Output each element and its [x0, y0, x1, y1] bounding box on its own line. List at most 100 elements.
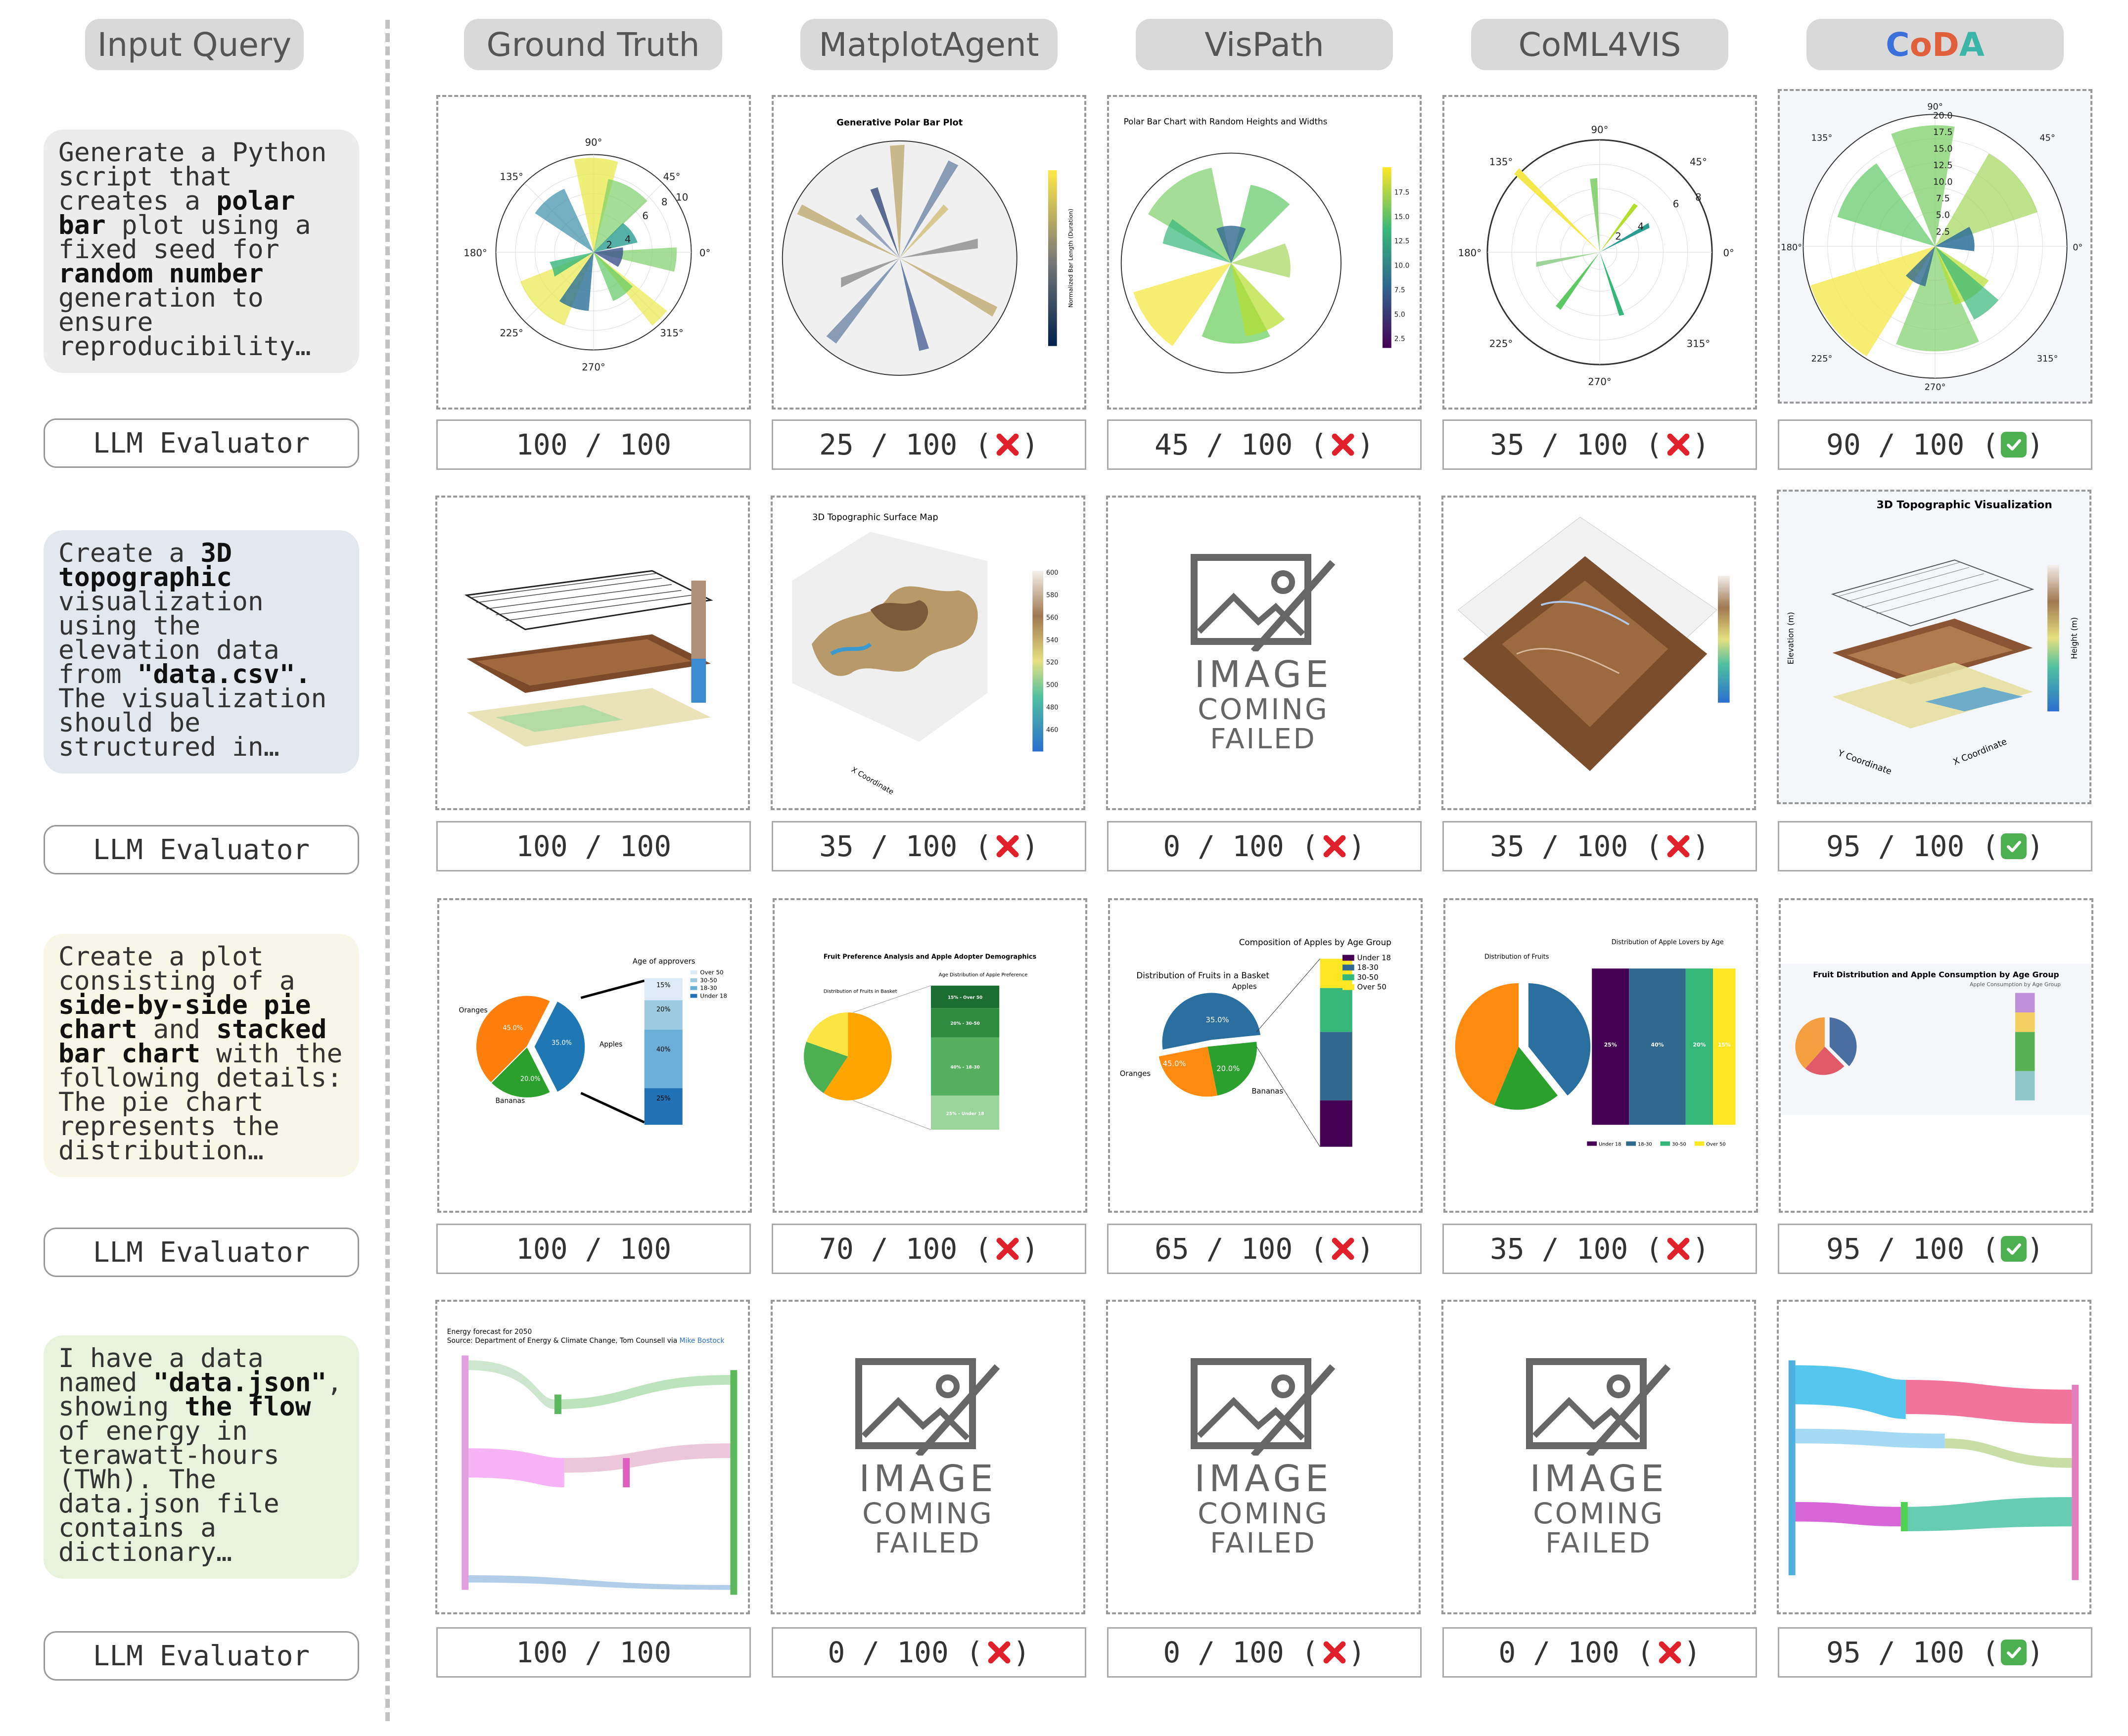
topo-coda-svg: 3D Topographic Visualization Elevation (… [1786, 499, 2079, 777]
polar-tick-label: 0° [1723, 247, 1734, 259]
score-paren: ) [2027, 428, 2044, 461]
score-value: 95 / 100 ( [1826, 1232, 1999, 1266]
score-value: 35 / 100 ( [819, 829, 992, 863]
chart-source: Source: Department of Energy & Climate C… [447, 1337, 725, 1345]
header-ground-truth: Ground Truth [464, 19, 722, 70]
score-box: 65 / 100 () [1107, 1224, 1422, 1274]
polar-radial-label: 7.5 [1936, 194, 1950, 204]
failed-text: COMING [1533, 1497, 1665, 1530]
polar-tick-label: 270° [1925, 382, 1946, 392]
chart-title: Composition of Apples by Age Group [1239, 937, 1391, 947]
pie-slice [490, 1046, 552, 1098]
polar-tick-label: 45° [2039, 134, 2055, 143]
pie-pct: 45.0% [503, 1025, 523, 1032]
colorbar-tick: 520 [1046, 659, 1059, 667]
coda-letter: D [1932, 25, 1959, 64]
polar-tick-label: 135° [500, 171, 523, 183]
colorbar-tick: 12.5 [1394, 237, 1410, 245]
coda-letter: o [1909, 25, 1932, 64]
header-vispath: VisPath [1136, 19, 1393, 70]
score-paren: ) [1692, 428, 1710, 461]
polar-tick-label: 90° [1927, 102, 1943, 112]
polar-tick-label: 225° [1489, 338, 1513, 350]
score-paren: ) [1692, 829, 1710, 863]
pie-gt-svg: Age of approvers Over 50 30-50 18-30 Und… [459, 957, 727, 1125]
score-value: 100 / 100 [515, 1636, 672, 1669]
stack-label: 40% [656, 1046, 671, 1053]
thumb-pie-vispath: Composition of Apples by Age Group Distr… [1108, 898, 1423, 1213]
polar-tick-label: 315° [2037, 354, 2058, 364]
polar-tick-label: 0° [699, 247, 710, 259]
failed-text: COMING [862, 1497, 994, 1530]
pie-mpa-svg: Fruit Preference Analysis and Apple Adop… [804, 953, 1037, 1130]
stack-segment [644, 1000, 683, 1030]
score-value: 35 / 100 ( [1489, 829, 1663, 863]
score-box: 0 / 100 () [1107, 821, 1422, 871]
pie-pct: 20.0% [1216, 1065, 1240, 1073]
stack-segment [644, 978, 683, 1001]
failed-text: IMAGE [1194, 653, 1333, 696]
stack-label: 20% [1693, 1042, 1706, 1048]
query-bold-text: 3D topographic [58, 538, 232, 593]
query-text: with the following details: The pie char… [58, 1039, 343, 1166]
score-box: 0 / 100 () [772, 1627, 1086, 1678]
score-box: 100 / 100 [436, 821, 751, 871]
failed-text: FAILED [1545, 1527, 1652, 1559]
score-value: 0 / 100 ( [1163, 1636, 1319, 1669]
query-bold-text: the flow [185, 1392, 311, 1422]
score-value: 95 / 100 ( [1826, 1636, 1999, 1669]
polar-tick-label: 315° [1687, 338, 1711, 350]
polar-radial-label: 15.0 [1933, 144, 1953, 154]
score-paren: ) [1692, 1232, 1710, 1266]
pie-pct: 35.0% [1206, 1016, 1229, 1024]
colorbar-tick: 2.5 [1394, 335, 1405, 343]
score-value: 35 / 100 ( [1489, 428, 1663, 461]
query-text: Create a [58, 538, 201, 568]
sankey-gt-svg: Energy forecast for 2050 Source: Departm… [447, 1328, 738, 1595]
polar-tick-label: 135° [1489, 156, 1513, 168]
score-paren: ) [1021, 1232, 1039, 1266]
polar-mpa-svg: Generative Polar Bar Plot Normalized Bar… [782, 118, 1074, 376]
pie-slices [475, 995, 586, 1098]
chart-title: Polar Bar Chart with Random Heights and … [1124, 116, 1328, 126]
colorbar-tick: 480 [1046, 704, 1059, 712]
thumb-failed-vispath-sankey: IMAGE COMING FAILED [1106, 1300, 1421, 1614]
axis-label: Elevation (m) [1786, 612, 1796, 664]
polar-tick-label: 45° [1690, 156, 1707, 168]
score-box: 0 / 100 () [1107, 1627, 1422, 1678]
llm-evaluator-label: LLM Evaluator [44, 1631, 359, 1681]
thumb-failed-vispath-topo: IMAGE COMING FAILED [1106, 496, 1421, 810]
stack-label: 25% - Under 18 [946, 1111, 984, 1116]
pie-coda-svg: Fruit Distribution and Apple Consumption… [1781, 963, 2091, 1115]
polar-radial-label: 12.5 [1933, 161, 1953, 171]
axis-label: Y Coordinate [1836, 748, 1893, 777]
thumb-topo-coda: 3D Topographic Visualization Elevation (… [1777, 490, 2091, 804]
polar-tick-label: 225° [1811, 354, 1833, 364]
thumb-pie-coml4vis: Distribution of Fruits Distribution of A… [1443, 898, 1758, 1213]
legend-label: 18-30 [1357, 963, 1379, 972]
coda-letter: A [1959, 25, 1985, 64]
legend-label: 18-30 [700, 985, 717, 992]
topo-gt-svg [464, 570, 713, 747]
header-coml4vis: CoML4VIS [1471, 19, 1728, 70]
score-box: 45 / 100 () [1107, 419, 1422, 470]
thumb-topo-coml4vis [1441, 496, 1756, 810]
colorbar-tick: 7.5 [1394, 286, 1405, 294]
colorbar-tick: 460 [1046, 727, 1059, 734]
score-box: 95 / 100 () [1778, 1627, 2092, 1678]
stack-label: 15% [1718, 1042, 1731, 1048]
score-value: 0 / 100 ( [1498, 1636, 1654, 1669]
score-paren: ) [2027, 1636, 2044, 1669]
check-icon [2001, 1640, 2027, 1665]
score-paren: ) [1348, 829, 1366, 863]
query-text: of energy in terawatt-hours (TWh). The d… [58, 1416, 279, 1567]
legend-label: 30-50 [700, 977, 717, 984]
polar-coml-svg: 90° 45° 0° 315° 270° 225° 180° 135° 2 4 … [1458, 124, 1734, 388]
query-bold-text: random number [58, 259, 264, 289]
chart-title: Fruit Distribution and Apple Consumption… [1813, 970, 2059, 979]
query-bold-text: side-by-side pie chart [58, 990, 311, 1045]
polar-radial-label: 4 [1638, 221, 1644, 232]
failed-text: COMING [1198, 692, 1329, 726]
query-box-2: Create a 3D topographic visualization us… [44, 530, 359, 774]
score-box: 70 / 100 () [772, 1224, 1086, 1274]
